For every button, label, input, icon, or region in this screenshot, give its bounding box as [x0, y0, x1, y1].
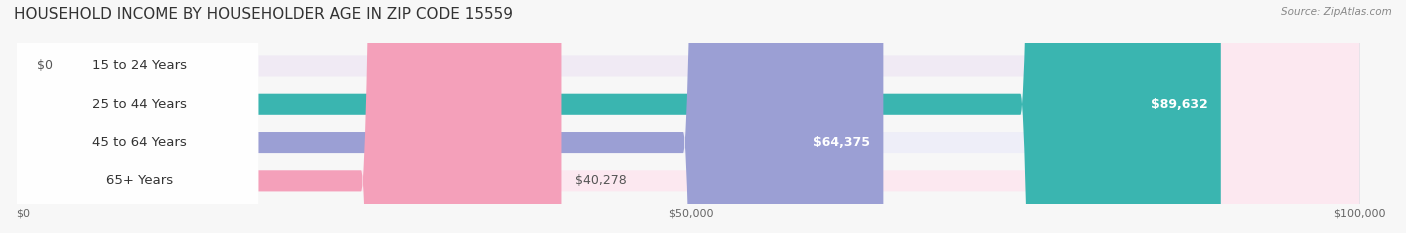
FancyBboxPatch shape	[11, 0, 259, 233]
FancyBboxPatch shape	[11, 0, 259, 233]
Text: 25 to 44 Years: 25 to 44 Years	[91, 98, 187, 111]
Text: 65+ Years: 65+ Years	[105, 174, 173, 187]
Text: $40,278: $40,278	[575, 174, 627, 187]
FancyBboxPatch shape	[24, 0, 883, 233]
Text: 15 to 24 Years: 15 to 24 Years	[91, 59, 187, 72]
Text: $0: $0	[37, 59, 52, 72]
Text: Source: ZipAtlas.com: Source: ZipAtlas.com	[1281, 7, 1392, 17]
FancyBboxPatch shape	[24, 0, 561, 233]
Text: HOUSEHOLD INCOME BY HOUSEHOLDER AGE IN ZIP CODE 15559: HOUSEHOLD INCOME BY HOUSEHOLDER AGE IN Z…	[14, 7, 513, 22]
FancyBboxPatch shape	[24, 0, 1360, 233]
FancyBboxPatch shape	[24, 0, 1360, 233]
Text: $89,632: $89,632	[1150, 98, 1208, 111]
Text: 45 to 64 Years: 45 to 64 Years	[93, 136, 187, 149]
FancyBboxPatch shape	[24, 0, 1220, 233]
FancyBboxPatch shape	[24, 0, 1360, 233]
FancyBboxPatch shape	[11, 0, 259, 233]
FancyBboxPatch shape	[11, 0, 259, 233]
Text: $64,375: $64,375	[813, 136, 870, 149]
FancyBboxPatch shape	[24, 0, 1360, 233]
